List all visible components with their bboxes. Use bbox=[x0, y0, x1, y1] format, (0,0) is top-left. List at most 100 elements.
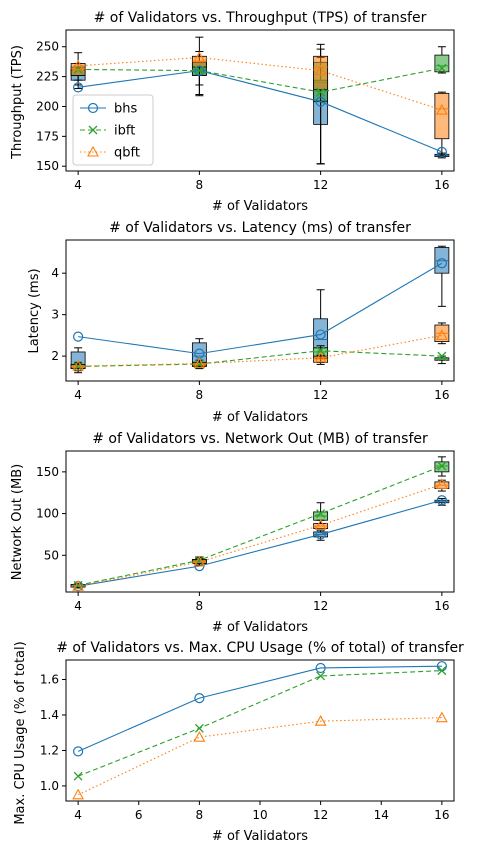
data-point-qbft bbox=[193, 555, 206, 567]
throughput-title: # of Validators vs. Throughput (TPS) of … bbox=[94, 10, 427, 26]
data-point-qbft bbox=[435, 711, 448, 723]
x-tick-label: 12 bbox=[313, 388, 328, 402]
data-point-bhs bbox=[436, 146, 447, 157]
boxplot-qbft-16 bbox=[434, 91, 450, 156]
data-point-bhs bbox=[315, 529, 326, 540]
data-point-ibft bbox=[316, 346, 326, 356]
series-line-bhs bbox=[77, 665, 442, 752]
latency-ylabel: Latency (ms) bbox=[27, 268, 42, 353]
latency-title: # of Validators vs. Latency (ms) of tran… bbox=[109, 220, 411, 236]
series-line-qbft bbox=[77, 717, 442, 796]
series-line-qbft bbox=[78, 483, 443, 587]
x-tick-label: 12 bbox=[313, 599, 328, 613]
y-tick-label: 1.0 bbox=[40, 779, 59, 793]
y-tick-label: 100 bbox=[36, 507, 59, 521]
data-point-qbft bbox=[314, 519, 327, 530]
data-point-ibft bbox=[316, 671, 326, 681]
cpu-title: # of Validators vs. Max. CPU Usage (% of… bbox=[56, 640, 464, 656]
data-point-qbft bbox=[314, 64, 327, 76]
boxplot-qbft-12 bbox=[313, 354, 329, 365]
x-tick-label: 8 bbox=[196, 388, 204, 402]
legend-label: qbft bbox=[114, 146, 140, 161]
x-tick-label: 6 bbox=[135, 808, 143, 822]
x-tick-label: 8 bbox=[196, 808, 204, 822]
x-tick-label: 12 bbox=[313, 178, 328, 192]
y-tick-label: 2 bbox=[51, 349, 59, 363]
throughput-axes-frame bbox=[65, 29, 455, 172]
data-point-bhs bbox=[436, 495, 447, 506]
latency-xlabel: # of Validators bbox=[212, 410, 308, 425]
data-point-bhs bbox=[194, 693, 205, 704]
data-point-ibft bbox=[437, 351, 447, 361]
y-tick-label: 50 bbox=[44, 548, 59, 562]
throughput-xlabel: # of Validators bbox=[212, 199, 308, 214]
network-axes-frame bbox=[65, 450, 455, 593]
boxplot-ibft-16 bbox=[434, 46, 450, 74]
data-point-qbft bbox=[193, 357, 206, 369]
x-tick-label: 16 bbox=[434, 388, 449, 402]
data-point-qbft bbox=[72, 359, 85, 371]
x-tick-label: 4 bbox=[74, 388, 82, 402]
data-point-qbft bbox=[435, 329, 448, 340]
x-tick-label: 16 bbox=[434, 808, 449, 822]
cpu-axes-frame bbox=[65, 659, 455, 802]
series-line-ibft bbox=[78, 465, 443, 586]
data-point-qbft bbox=[435, 103, 448, 115]
data-point-ibft bbox=[437, 461, 447, 471]
legend-marker bbox=[87, 102, 99, 114]
x-tick-label: 14 bbox=[374, 808, 389, 822]
data-point-bhs bbox=[73, 746, 84, 757]
boxplot-qbft-16 bbox=[434, 322, 450, 345]
series-line-qbft bbox=[78, 334, 442, 367]
legend-item-bhs: bhs bbox=[80, 102, 137, 117]
data-point-ibft bbox=[437, 63, 447, 73]
series-line-bhs bbox=[78, 499, 443, 587]
x-tick-label: 12 bbox=[313, 808, 328, 822]
data-point-bhs bbox=[315, 329, 326, 340]
data-point-ibft bbox=[437, 666, 447, 676]
network-panel: # of Validators vs. Network Out (MB) of … bbox=[10, 431, 455, 635]
cpu-ylabel: Max. CPU Usage (% of total) bbox=[13, 641, 28, 824]
legend-marker bbox=[87, 145, 99, 157]
network-xlabel: # of Validators bbox=[212, 620, 308, 635]
legend-label: bhs bbox=[114, 102, 137, 117]
legend-item-ibft: ibft bbox=[80, 124, 135, 139]
data-point-qbft bbox=[72, 788, 85, 800]
x-tick-label: 16 bbox=[434, 599, 449, 613]
data-point-bhs bbox=[436, 258, 447, 269]
data-point-ibft bbox=[194, 723, 204, 733]
data-point-qbft bbox=[72, 59, 85, 71]
series-line-bhs bbox=[78, 262, 443, 355]
y-tick-label: 3 bbox=[51, 308, 59, 322]
y-tick-label: 1.2 bbox=[40, 743, 59, 757]
latency-panel: # of Validators vs. Latency (ms) of tran… bbox=[27, 220, 455, 425]
throughput-ylabel: Throughput (TPS) bbox=[10, 45, 25, 160]
data-point-qbft bbox=[193, 731, 206, 742]
y-tick-label: 250 bbox=[36, 40, 59, 54]
x-tick-label: 8 bbox=[196, 599, 204, 613]
y-tick-label: 150 bbox=[36, 159, 59, 173]
y-tick-label: 4 bbox=[51, 266, 59, 280]
data-point-ibft bbox=[316, 509, 326, 519]
series-line-ibft bbox=[78, 67, 442, 93]
cpu-xlabel: # of Validators bbox=[212, 829, 308, 844]
cpu-panel: # of Validators vs. Max. CPU Usage (% of… bbox=[13, 640, 464, 844]
x-tick-label: 10 bbox=[252, 808, 267, 822]
data-point-ibft bbox=[194, 66, 204, 76]
y-tick-label: 1.6 bbox=[40, 673, 59, 687]
data-point-qbft bbox=[435, 478, 448, 489]
data-point-ibft bbox=[73, 362, 83, 371]
network-title: # of Validators vs. Network Out (MB) of … bbox=[92, 431, 428, 447]
series-line-bhs bbox=[78, 70, 443, 153]
x-tick-label: 4 bbox=[74, 178, 82, 192]
data-point-bhs bbox=[73, 331, 84, 342]
x-tick-label: 8 bbox=[196, 178, 204, 192]
network-ylabel: Network Out (MB) bbox=[10, 464, 25, 580]
boxplot-bhs-12 bbox=[313, 289, 329, 363]
data-point-qbft bbox=[314, 351, 327, 363]
boxplot-bhs-16 bbox=[434, 245, 450, 307]
legend: bhs ibft qbft bbox=[72, 94, 154, 166]
boxplot-ibft-16 bbox=[434, 355, 450, 365]
x-tick-label: 16 bbox=[434, 178, 449, 192]
data-point-bhs bbox=[73, 82, 84, 93]
